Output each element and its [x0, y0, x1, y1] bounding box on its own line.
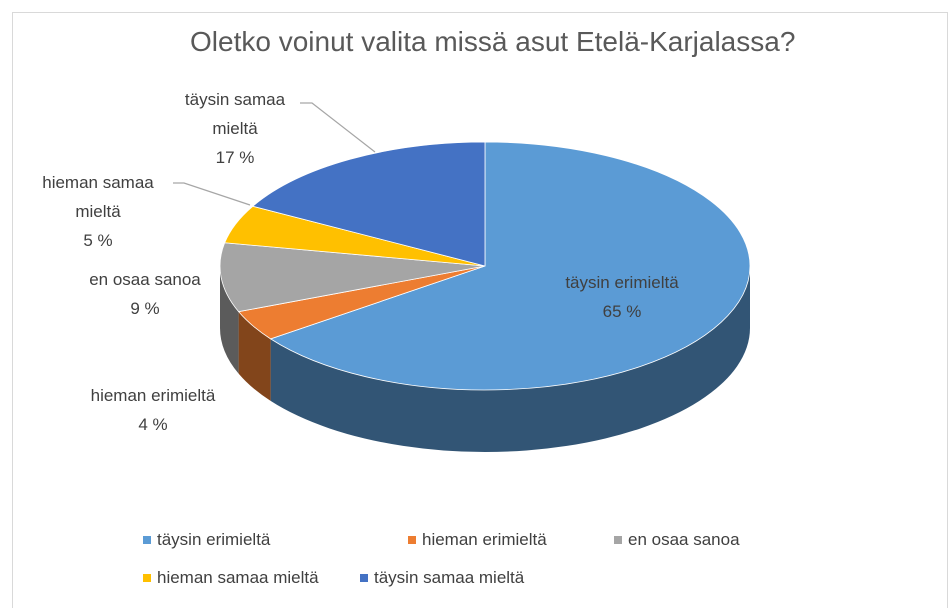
- slice-side: [238, 311, 271, 401]
- legend-label: täysin samaa mieltä: [374, 568, 525, 587]
- leader-line: [300, 102, 376, 153]
- data-label-category: täysin samaa mieltä: [184, 90, 286, 138]
- legend-label: hieman samaa mieltä: [157, 568, 319, 587]
- data-label-category: hieman samaa mieltä: [42, 173, 154, 221]
- slice-side: [220, 266, 239, 374]
- data-label-category: täysin erimieltä: [565, 273, 679, 292]
- data-label-category: en osaa sanoa: [89, 270, 201, 289]
- slice: [269, 141, 751, 391]
- slice: [251, 141, 486, 267]
- pie: [219, 141, 751, 452]
- data-label-value: 17 %: [215, 148, 255, 167]
- legend-label: en osaa sanoa: [628, 530, 740, 549]
- legend-marker: [143, 536, 151, 544]
- data-label: en osaa sanoa 9 %: [55, 265, 235, 323]
- data-label: täysin erimieltä 65 %: [537, 268, 707, 326]
- slice-side: [270, 266, 750, 452]
- legend-label: täysin erimieltä: [157, 530, 271, 549]
- legend-marker: [408, 536, 416, 544]
- legend-label: hieman erimieltä: [422, 530, 547, 549]
- data-label-value: 4 %: [138, 415, 168, 434]
- chart-title: Oletko voinut valita missä asut Etelä-Ka…: [190, 26, 796, 57]
- data-label: täysin samaa mieltä 17 %: [170, 85, 300, 172]
- data-label-value: 5 %: [83, 231, 113, 250]
- data-label-value: 9 %: [130, 299, 160, 318]
- data-label-value: 65 %: [602, 302, 642, 321]
- data-label: hieman samaa mieltä 5 %: [33, 168, 163, 255]
- slice: [219, 242, 486, 313]
- data-label-category: hieman erimieltä: [90, 386, 216, 405]
- legend-marker: [360, 574, 368, 582]
- legend-marker: [614, 536, 622, 544]
- legend-marker: [143, 574, 151, 582]
- leader-line: [173, 182, 251, 206]
- data-label: hieman erimieltä 4 %: [53, 381, 253, 439]
